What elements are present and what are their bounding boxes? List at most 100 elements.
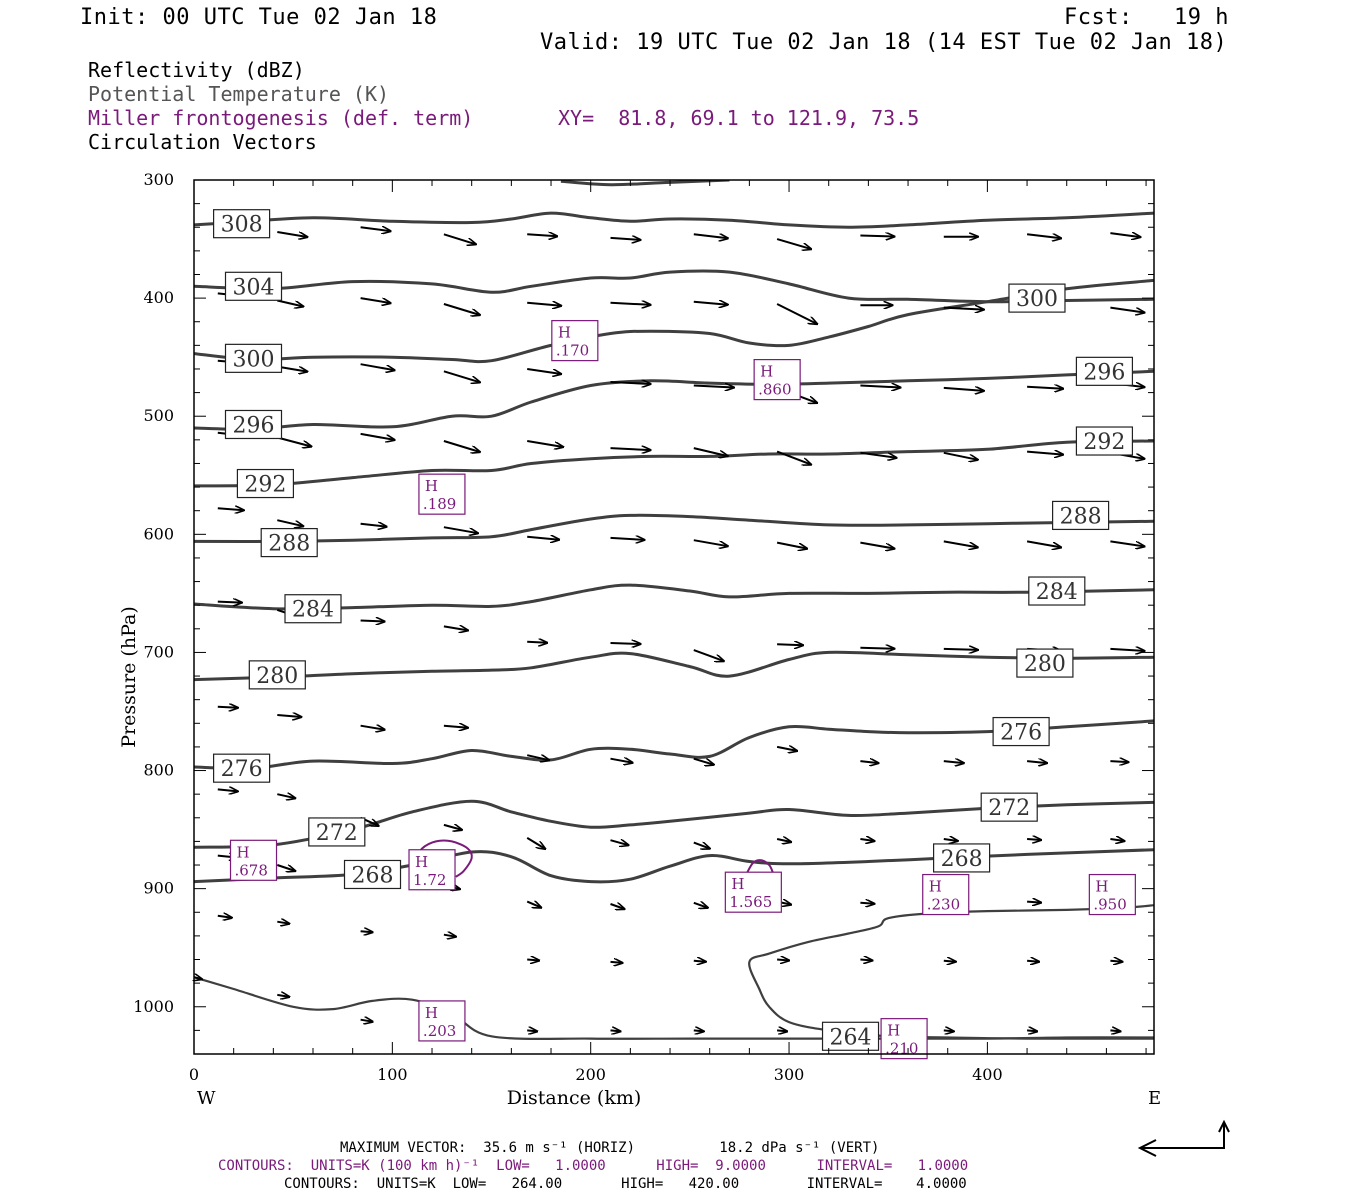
frontogenesis-max-box: [418, 473, 466, 515]
circulation-vector: [777, 960, 789, 961]
circulation-vector: [277, 231, 307, 237]
circulation-vectors: [194, 225, 1144, 1032]
circulation-vector: [443, 825, 462, 830]
legend-reflectivity: Reflectivity (dBZ): [88, 58, 305, 82]
maximum-vector: MAXIMUM VECTOR: 35.6 m s⁻¹ (HORIZ) 18.2 …: [340, 1140, 880, 1156]
theta-label: 292: [1075, 426, 1134, 456]
theta-contour-308: [194, 211, 1154, 229]
theta-label-box: [1028, 576, 1086, 606]
theta-contour-264: [194, 976, 1154, 1040]
theta-label-text: 272: [316, 821, 358, 846]
frontogenesis-max-value: 1.565: [729, 893, 772, 911]
circulation-vector: [943, 451, 978, 460]
theta-label-text: 264: [830, 1025, 872, 1050]
theta-label: 272: [308, 817, 366, 847]
circulation-vector: [860, 960, 872, 961]
frontogenesis-max-value: 1.72: [413, 871, 446, 889]
circulation-vector: [776, 238, 811, 249]
theta-label: 272: [980, 792, 1038, 822]
circulation-vector: [443, 726, 468, 728]
circulation-vector: [777, 644, 803, 645]
circulation-vector: [860, 648, 894, 649]
theta-contour-272: [194, 799, 1154, 849]
theta-label: 296: [224, 409, 283, 440]
theta-contour-292: [194, 439, 1154, 488]
circulation-vector: [860, 839, 874, 841]
circulation-vector: [777, 1030, 787, 1031]
cross-section-xy: XY= 81.8, 69.1 to 121.9, 73.5: [558, 106, 920, 130]
frontogenesis-max: H.210: [880, 1018, 928, 1060]
circulation-vector: [610, 904, 625, 909]
frontogenesis-max-box: [880, 1018, 928, 1060]
frontogenesis-max-h: H: [1095, 878, 1108, 896]
frontogenesis-max: H.189: [418, 473, 466, 515]
theta-label-box: [213, 753, 271, 783]
theta-label-text: 288: [1060, 504, 1102, 529]
circulation-vector: [277, 715, 301, 717]
circulation-vector: [360, 726, 385, 730]
circulation-vector: [1027, 1030, 1037, 1031]
valid-time: Valid: 19 UTC Tue 02 Jan 18 (14 EST Tue …: [540, 30, 1228, 55]
circulation-vector: [943, 961, 956, 962]
circulation-vector: [693, 841, 710, 849]
frontogenesis-max-h: H: [760, 363, 773, 381]
theta-label: 276: [992, 716, 1050, 747]
frontogenesis-max-box: [922, 873, 970, 916]
x-tick-label: 100: [377, 1065, 408, 1084]
circulation-vector: [217, 707, 238, 708]
theta-contour-312: [560, 180, 730, 187]
frontogenesis-max-h: H: [425, 1004, 438, 1022]
circulation-vector: [1027, 902, 1041, 903]
legend-vectors: Circulation Vectors: [88, 130, 317, 154]
circulation-vector: [610, 538, 645, 540]
circulation-vector: [776, 303, 817, 324]
frontogenesis-max-value: .189: [423, 495, 456, 513]
circulation-vector: [360, 621, 385, 622]
theta-label-box: [284, 594, 342, 624]
theta-label-box: [236, 468, 295, 499]
circulation-vector: [1026, 540, 1061, 547]
circulation-vector: [443, 303, 480, 315]
circulation-vector: [860, 541, 894, 549]
theta-label: 296: [1075, 356, 1134, 386]
theta-label-box: [1075, 426, 1134, 456]
theta-label-box: [1052, 500, 1110, 531]
frontogenesis-max: H1.72: [408, 849, 456, 891]
axes: 300 400 500 600 700 800 900 1000 0 100 200 300 400 W E…: [118, 170, 1161, 1109]
circulation-vector: [610, 303, 651, 305]
x-tick-label: 400: [972, 1065, 1003, 1084]
theta-label-text: 280: [1024, 652, 1066, 677]
circulation-vector: [527, 960, 539, 961]
theta-label-text: 276: [221, 757, 263, 782]
circulation-vector: [693, 649, 724, 661]
circulation-vector: [527, 368, 561, 374]
circulation-vector: [360, 524, 387, 527]
frontogenesis-contour: [746, 859, 775, 874]
theta-label: 292: [236, 468, 295, 499]
frontogenesis-max-value: .210: [885, 1040, 918, 1058]
theta-contour-284: [194, 583, 1154, 611]
theta-label-box: [224, 343, 283, 373]
theta-label-text: 300: [1016, 287, 1058, 312]
y-tick-label: 700: [143, 642, 174, 661]
circulation-vector: [217, 602, 242, 603]
circulation-vector: [527, 537, 559, 540]
circulation-vector: [610, 759, 633, 763]
circulation-vector: [1110, 1030, 1120, 1031]
theta-label-box: [1008, 283, 1066, 313]
frontogenesis-max: H.678: [229, 839, 278, 881]
circulation-vector: [860, 903, 874, 904]
legend-frontogenesis: Miller frontogenesis (def. term): [88, 106, 474, 130]
circulation-vector: [943, 308, 984, 310]
circulation-vector: [693, 302, 728, 305]
theta-label: 280: [248, 660, 306, 690]
x-tick-label: 0: [189, 1065, 199, 1084]
circulation-vector: [277, 922, 289, 924]
theta-label-box: [308, 817, 366, 847]
theta-label-text: 280: [256, 664, 298, 689]
frontogenesis-max: H1.565: [724, 871, 782, 913]
circulation-vector: [693, 539, 728, 546]
theta-contour-288: [194, 513, 1154, 543]
circulation-vector: [776, 450, 811, 465]
